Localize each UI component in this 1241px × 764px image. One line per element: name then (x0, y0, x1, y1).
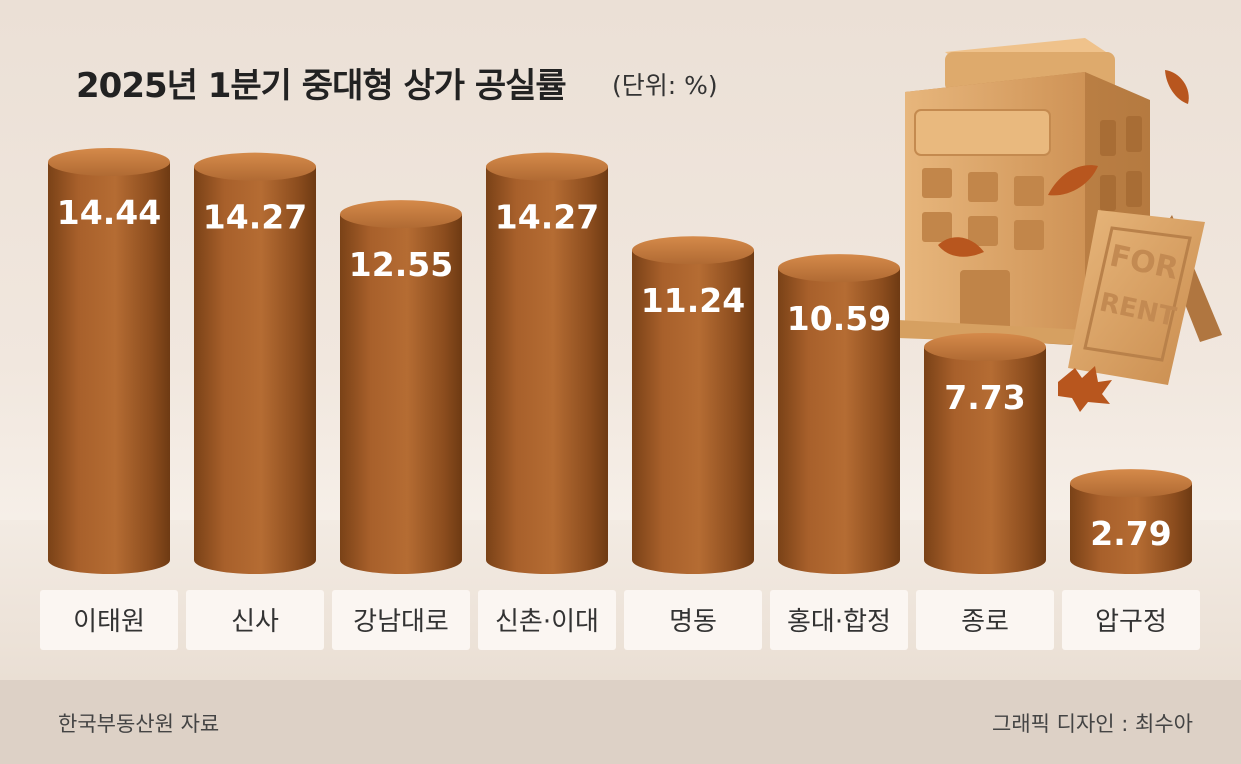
category-label: 종로 (916, 590, 1054, 650)
category-text: 신촌·이대 (495, 607, 599, 637)
bar-body (1070, 483, 1192, 574)
footer-band (0, 680, 1241, 764)
building-door (960, 270, 1010, 335)
bar: 14.27 (486, 152, 608, 574)
bar-top (340, 200, 462, 229)
bar: 12.55 (340, 200, 462, 574)
bar-body (632, 250, 754, 574)
category-box (624, 590, 762, 650)
category-box (916, 590, 1054, 650)
category-box (770, 590, 908, 650)
category-text: 종로 (961, 607, 1009, 637)
category-box (40, 590, 178, 650)
bar: 7.73 (924, 332, 1046, 574)
category-box (478, 590, 616, 650)
for-rent-sign (1068, 210, 1205, 385)
bar-top (1070, 469, 1192, 498)
category-text: 홍대·합정 (787, 607, 891, 637)
category-text: 신사 (231, 607, 279, 637)
bar-top (632, 236, 754, 265)
bar-body (924, 346, 1046, 574)
bar-top (778, 254, 900, 283)
leaf-icon (938, 237, 984, 257)
value-label: 14.44 (57, 193, 161, 232)
value-label: 7.73 (944, 378, 1025, 417)
bar-body (194, 166, 316, 574)
category-label: 강남대로 (332, 590, 470, 650)
value-label: 14.27 (203, 198, 307, 237)
building-signboard (914, 109, 1051, 156)
value-label: 11.24 (641, 281, 745, 320)
chart-title: 2025년 1분기 중대형 상가 공실률 (76, 66, 567, 106)
bar: 14.44 (48, 148, 170, 574)
bar-body (778, 268, 900, 574)
category-text: 압구정 (1095, 607, 1167, 637)
category-text: 명동 (669, 607, 717, 637)
bar-top (48, 148, 170, 176)
category-box (186, 590, 324, 650)
value-label: 2.79 (1090, 514, 1171, 553)
value-label: 14.27 (495, 198, 599, 237)
bar-top (194, 152, 316, 181)
sign-border (1083, 226, 1192, 362)
bar-top (486, 152, 608, 181)
category-box (1062, 590, 1200, 650)
value-label: 10.59 (787, 299, 891, 338)
bar: 14.27 (194, 152, 316, 574)
source-note: 한국부동산원 자료 (58, 712, 220, 736)
bar-top (924, 332, 1046, 361)
bar: 2.79 (1070, 469, 1192, 574)
bar: 11.24 (632, 236, 754, 574)
leaf-icon (1058, 366, 1112, 412)
leaf-icon (1165, 70, 1189, 104)
category-label: 이태원 (40, 590, 178, 650)
category-text: 강남대로 (353, 607, 449, 637)
category-label: 명동 (624, 590, 762, 650)
category-label: 신촌·이대 (478, 590, 616, 650)
category-label: 홍대·합정 (770, 590, 908, 650)
value-label: 12.55 (349, 245, 453, 284)
bar-body (340, 214, 462, 574)
bar: 10.59 (778, 254, 900, 574)
category-label: 신사 (186, 590, 324, 650)
building-windows (922, 116, 1142, 250)
design-credit: 그래픽 디자인 : 최수아 (992, 712, 1193, 736)
bars-layer: 14.44 14.27 12.55 14.27 11.24 10.59 7.73 2.79 (48, 148, 1192, 574)
category-label: 압구정 (1062, 590, 1200, 650)
leaf-icon (1048, 165, 1098, 196)
unit-label: (단위: %) (612, 71, 718, 100)
leaves (938, 70, 1189, 412)
category-text: 이태원 (73, 607, 145, 637)
bar-body (486, 166, 608, 574)
category-box (332, 590, 470, 650)
category-labels: 이태원 신사 강남대로 신촌·이대 명동 홍대·합정 종로 압구정 (40, 590, 1200, 650)
bar-body (48, 162, 170, 574)
